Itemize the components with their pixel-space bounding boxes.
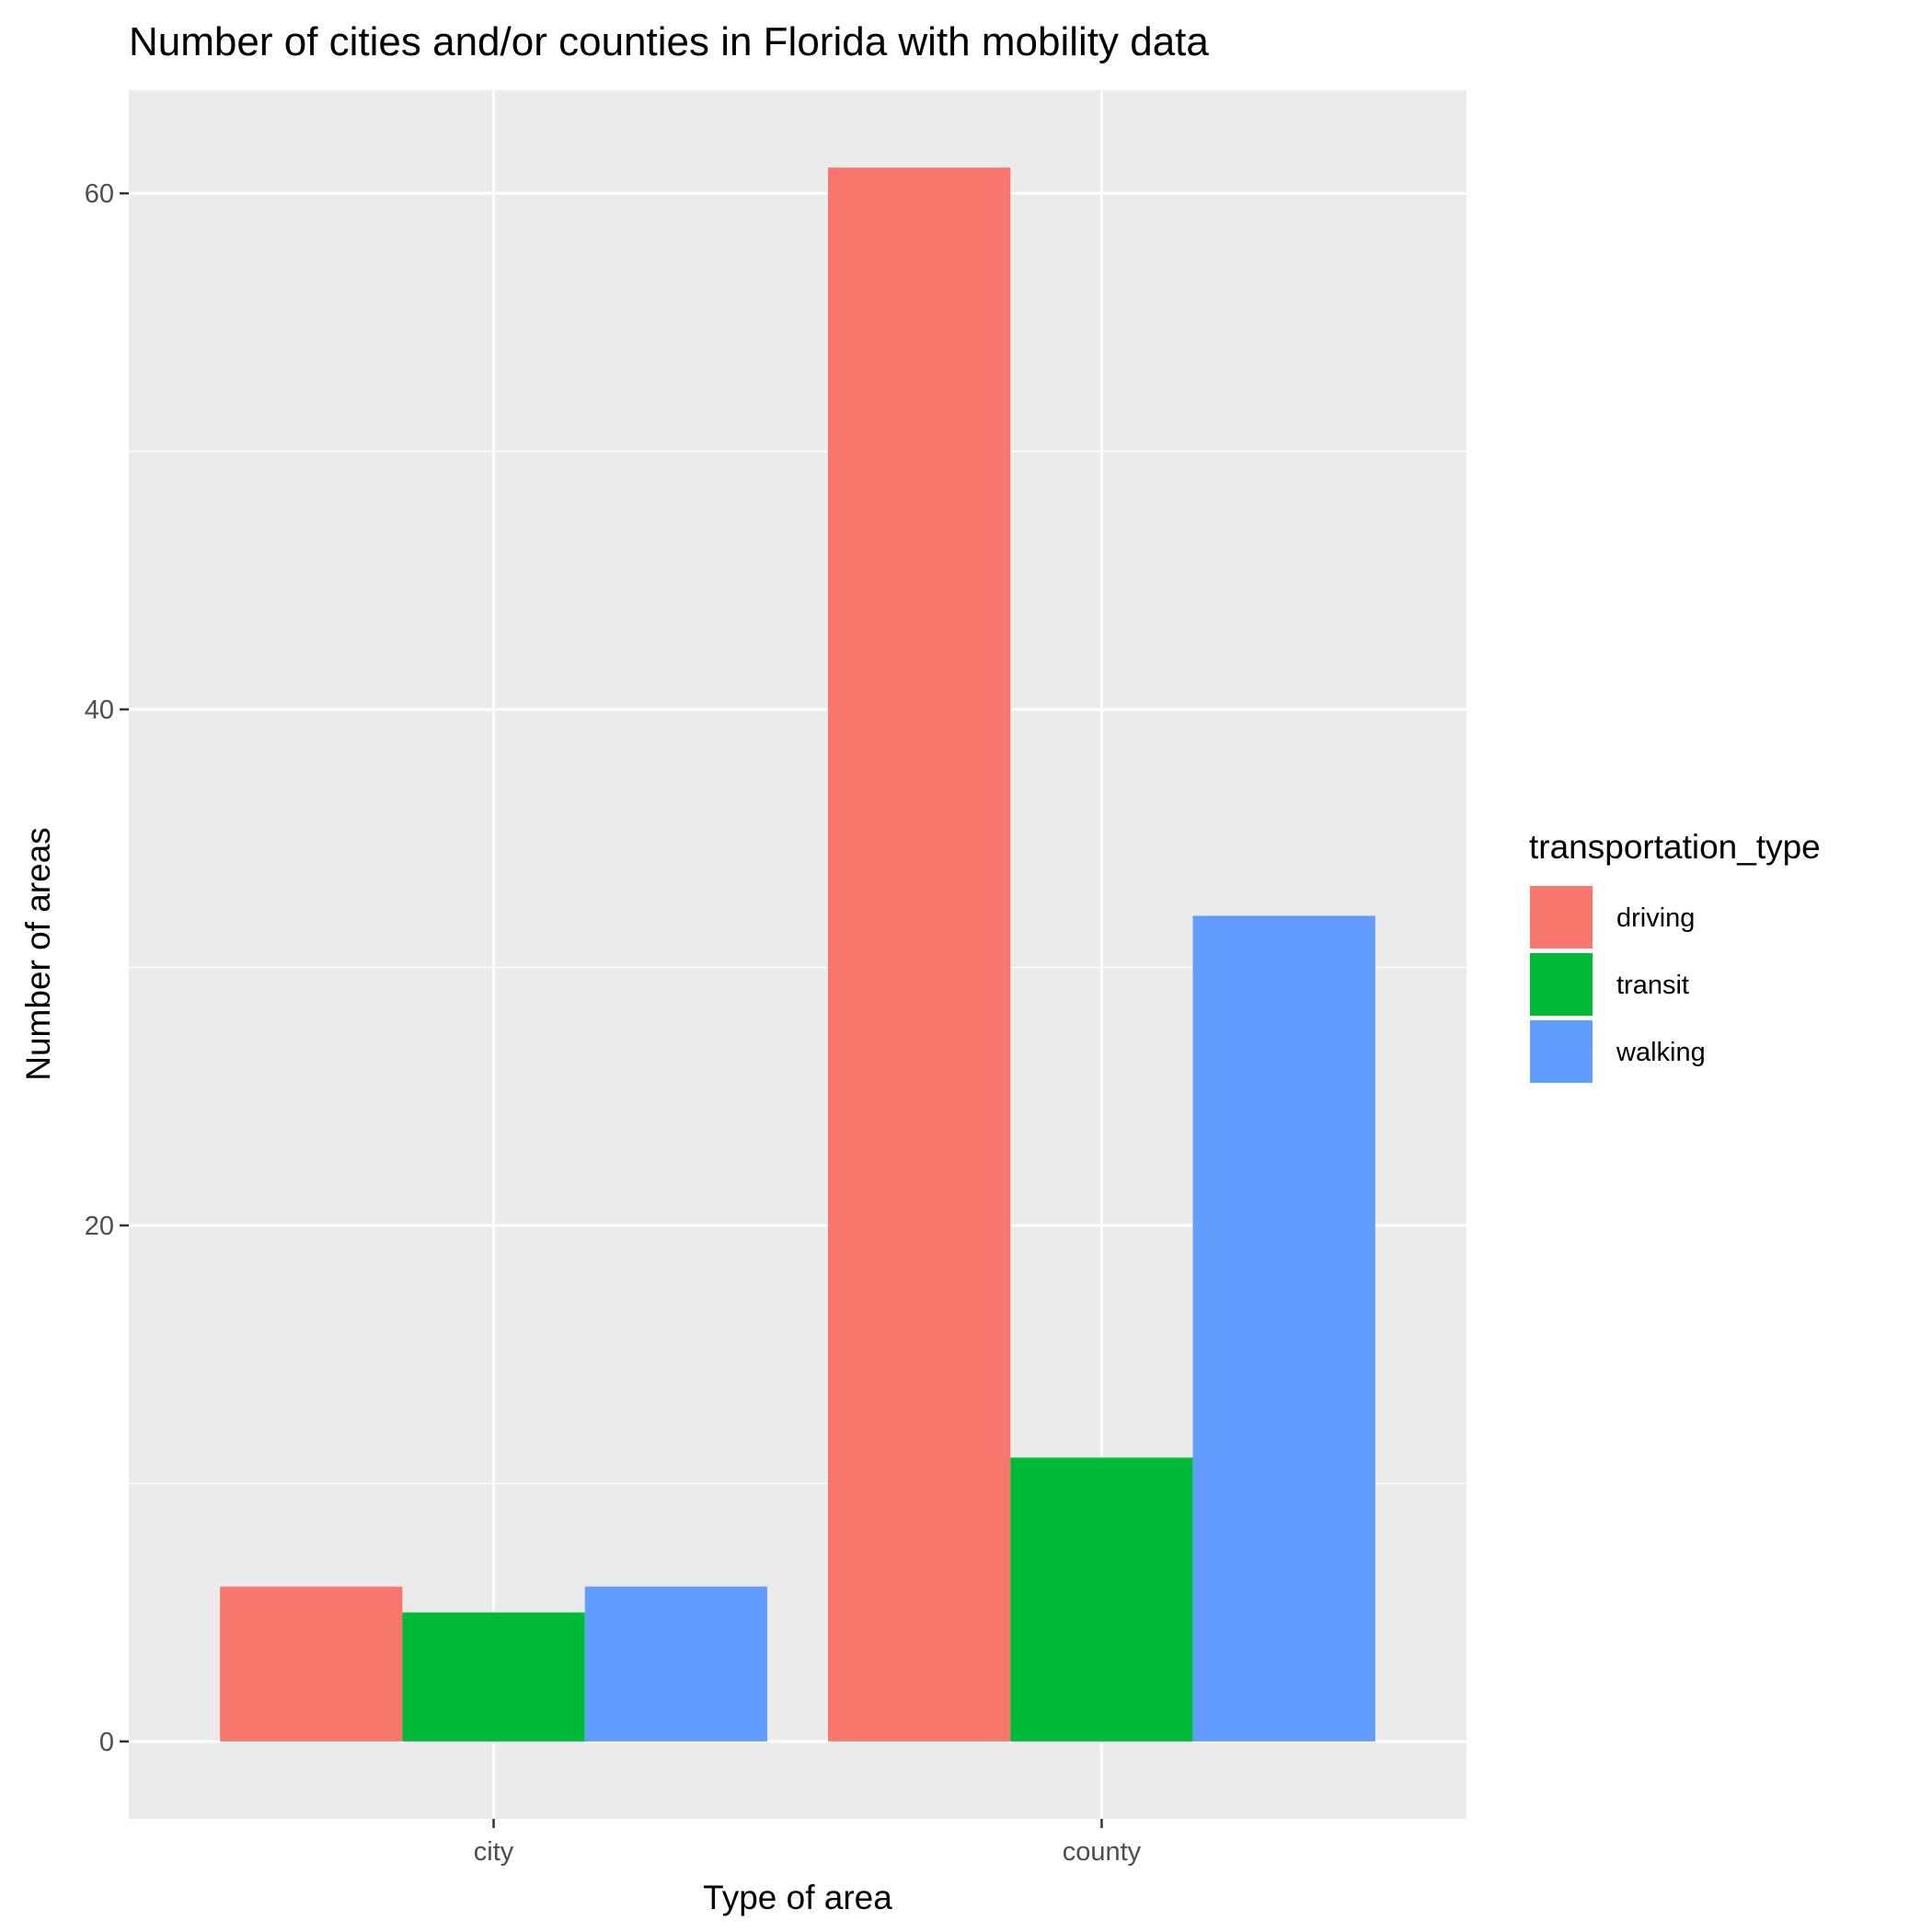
y-tick-label: 60 (85, 179, 114, 209)
chart-title: Number of cities and/or counties in Flor… (129, 19, 1209, 64)
x-tick-label: city (474, 1837, 514, 1867)
legend-key-driving (1528, 884, 1594, 950)
legend-label-transit: transit (1616, 971, 1689, 1000)
bar-walking-city (584, 1586, 767, 1742)
y-tick-label: 0 (99, 1728, 114, 1757)
x-tick-label: county (1063, 1837, 1142, 1867)
legend-key-walking (1528, 1018, 1594, 1085)
bar-driving-county (828, 167, 1011, 1742)
x-axis-title: Type of area (703, 1879, 892, 1916)
bars (220, 167, 1375, 1742)
legend-key-transit (1528, 951, 1594, 1018)
legend-title: transportation_type (1529, 828, 1821, 866)
legend: transportation_type driving transit walkin… (1528, 828, 1821, 1085)
y-tick-label: 40 (85, 696, 114, 725)
bar-transit-county (1010, 1457, 1193, 1742)
bar-transit-city (402, 1612, 585, 1742)
bar-driving-city (220, 1586, 403, 1742)
y-tick-label: 20 (85, 1212, 114, 1241)
x-axis: city county (474, 1819, 1142, 1867)
legend-label-walking: walking (1616, 1038, 1706, 1067)
y-axis: 0 20 40 60 (85, 179, 129, 1757)
y-axis-title: Number of areas (19, 827, 57, 1081)
legend-label-driving: driving (1616, 903, 1695, 933)
bar-walking-county (1192, 915, 1375, 1742)
